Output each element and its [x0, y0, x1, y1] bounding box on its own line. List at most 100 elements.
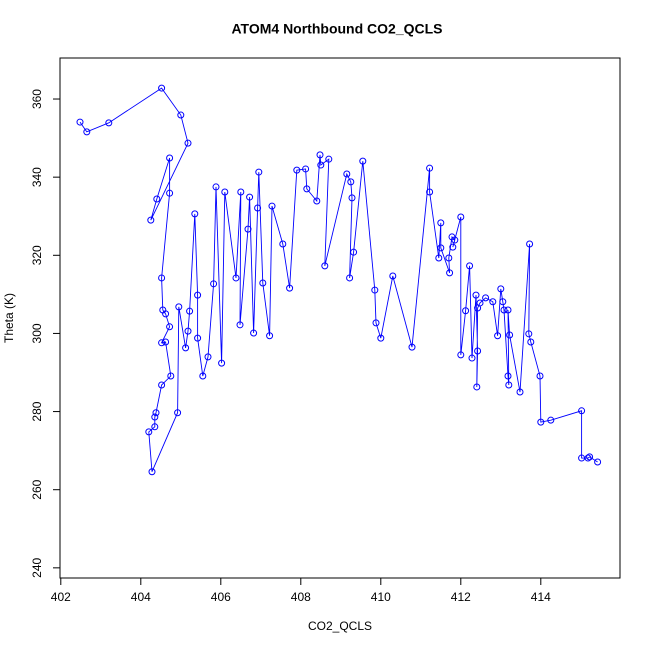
data-point [259, 279, 267, 287]
data-point [437, 244, 445, 252]
data-point [175, 303, 183, 311]
chart-title: ATOM4 Northbound CO2_QCLS [231, 21, 442, 37]
data-point [162, 310, 170, 318]
data-point [346, 274, 354, 282]
data-point [578, 407, 586, 415]
data-point [594, 458, 602, 466]
x-axis-label: CO2_QCLS [308, 619, 372, 633]
data-point [325, 155, 333, 163]
data-point [166, 154, 174, 162]
data-point [186, 307, 194, 315]
data-point [145, 428, 153, 436]
data-point [210, 280, 218, 288]
data-point [152, 409, 160, 417]
data-point [199, 372, 207, 380]
data-point [316, 151, 324, 159]
data-point [158, 339, 166, 347]
data-point [457, 351, 465, 359]
data-point [525, 330, 533, 338]
y-tick-label: 240 [30, 558, 44, 578]
data-point [377, 334, 385, 342]
y-tick-label: 320 [30, 245, 44, 265]
data-point [473, 383, 481, 391]
data-point [244, 225, 252, 233]
data-point [449, 243, 457, 251]
data-point [221, 188, 229, 196]
data-point [177, 111, 185, 119]
data-point [151, 423, 159, 431]
data-point [547, 416, 555, 424]
data-point [527, 338, 535, 346]
data-point [255, 168, 263, 176]
data-point [426, 164, 434, 172]
data-point [504, 372, 512, 380]
x-tick-label: 402 [51, 590, 71, 604]
data-point [446, 269, 454, 277]
data-point [158, 84, 166, 92]
data-point [279, 240, 287, 248]
data-point [246, 193, 254, 201]
data-point [494, 332, 502, 340]
data-point [218, 359, 226, 367]
data-point [476, 299, 484, 307]
data-point [268, 202, 276, 210]
data-point [254, 204, 262, 212]
data-point [516, 388, 524, 396]
data-point [474, 347, 482, 355]
data-point [321, 262, 329, 270]
data-point [504, 306, 512, 314]
data-point [359, 157, 367, 165]
x-tick-label: 408 [291, 590, 311, 604]
x-tick-label: 406 [211, 590, 231, 604]
data-point [348, 194, 356, 202]
data-point [472, 291, 480, 299]
data-point [426, 188, 434, 196]
data-point [158, 274, 166, 282]
data-line [79, 87, 598, 472]
x-tick-label: 404 [131, 590, 151, 604]
data-point [212, 183, 220, 191]
data-point [182, 344, 190, 352]
data-point [435, 254, 443, 262]
data-point [372, 319, 380, 327]
data-point [191, 210, 199, 218]
data-point [506, 331, 514, 339]
data-point [293, 166, 301, 174]
data-point [437, 219, 445, 227]
data-point [153, 195, 161, 203]
data-point [266, 332, 274, 340]
data-point [237, 188, 245, 196]
y-tick-label: 340 [30, 167, 44, 187]
data-point [586, 453, 594, 461]
data-point [166, 189, 174, 197]
data-point [147, 216, 155, 224]
data-point [286, 284, 294, 292]
y-tick-label: 360 [30, 89, 44, 109]
data-point [526, 240, 534, 248]
data-point [302, 165, 310, 173]
data-point [83, 128, 91, 136]
data-point [236, 321, 244, 329]
data-point [148, 468, 156, 476]
data-point [151, 413, 159, 421]
data-point [204, 353, 212, 361]
data-point [350, 248, 358, 256]
data-point [194, 291, 202, 299]
data-point [166, 323, 174, 331]
data-point [462, 307, 470, 315]
data-point [184, 327, 192, 335]
data-point [167, 372, 175, 380]
data-point [162, 338, 170, 346]
data-point [584, 454, 592, 462]
data-point [389, 272, 397, 280]
data-point [489, 298, 497, 306]
data-point [482, 294, 490, 302]
data-point [408, 343, 416, 351]
data-point [194, 334, 202, 342]
data-point [466, 262, 474, 270]
data-point [158, 381, 166, 389]
data-point [76, 118, 84, 126]
data-point [371, 286, 379, 294]
data-point [313, 197, 321, 205]
